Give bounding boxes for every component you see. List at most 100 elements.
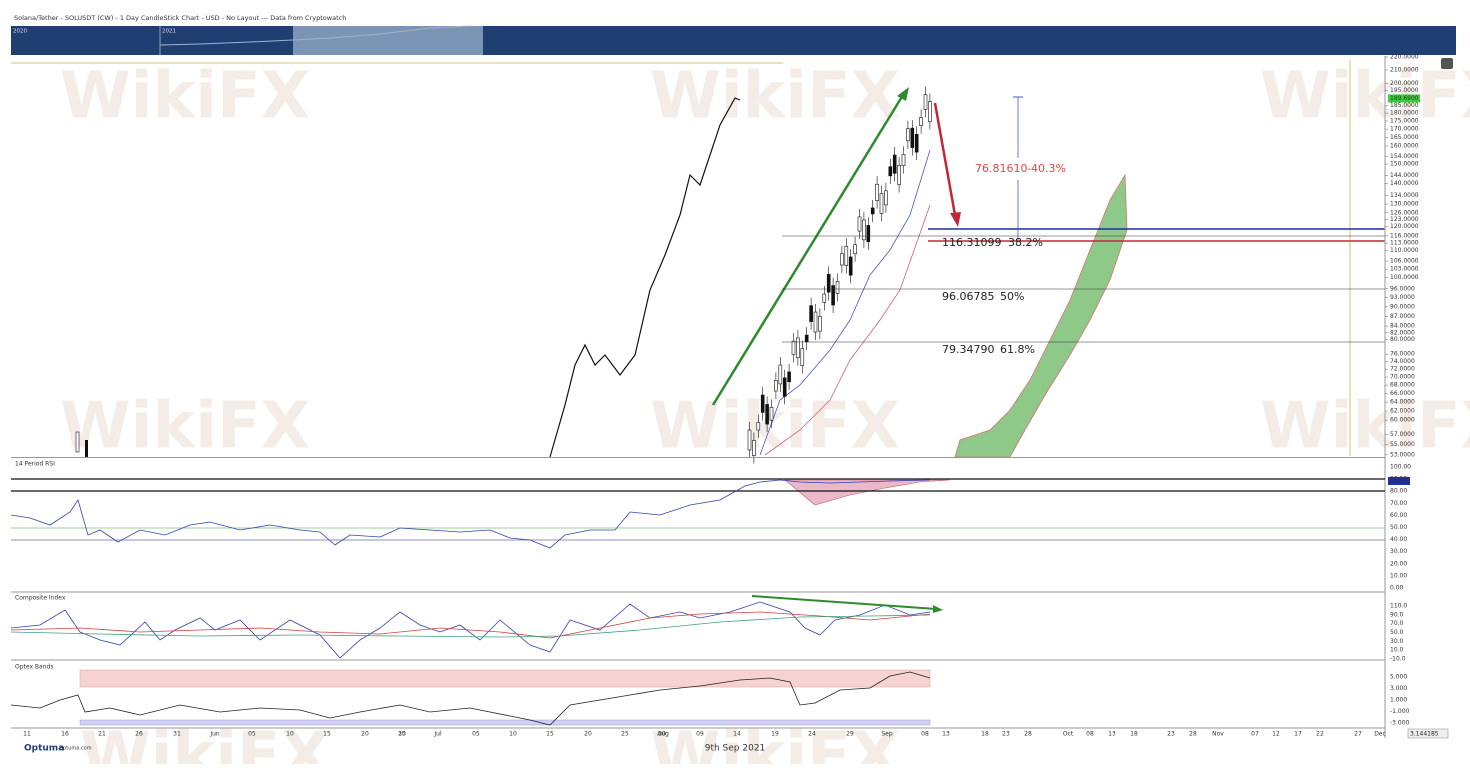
candle — [787, 371, 791, 383]
x-tick-label: Aug — [657, 731, 669, 738]
candle — [888, 166, 893, 177]
y-tick-label: 134.0000 — [1390, 192, 1419, 199]
optex-upper-band — [79, 669, 931, 688]
x-tick-label: 18 — [981, 731, 989, 738]
x-tick-label: Oct — [1063, 731, 1074, 738]
chart-header: Solana/Tether - SOLUSDT (CW) - 1 Day Can… — [14, 14, 346, 22]
watermark: WikiFX — [80, 720, 330, 764]
candle — [875, 183, 879, 201]
y-tick-label: 106.0000 — [1390, 258, 1419, 265]
candle — [897, 164, 901, 185]
y-tick-label: 80.00 — [1390, 488, 1407, 495]
candle — [923, 94, 928, 110]
x-tick-label: 25 — [398, 731, 406, 738]
logo: Optuma — [24, 744, 64, 754]
x-tick-label: 24 — [808, 731, 816, 738]
candle — [760, 394, 765, 413]
x-tick-label: Nov — [1212, 731, 1224, 738]
y-tick-label: 140.0000 — [1390, 180, 1419, 187]
x-tick-label: 15 — [323, 731, 331, 738]
x-tick-label: 13 — [1108, 731, 1116, 738]
fib-price: 96.06785 — [942, 290, 995, 303]
candle — [906, 128, 910, 142]
y-tick-label: 50.00 — [1390, 524, 1407, 531]
y-tick-label: 195.0000 — [1390, 87, 1419, 94]
x-tick-label: 10 — [509, 731, 517, 738]
y-tick-label: 50.0 — [1390, 629, 1404, 636]
arrow-head — [897, 87, 909, 101]
candle — [901, 154, 906, 166]
comparison-line — [549, 97, 741, 458]
candle — [848, 256, 853, 276]
site: optuma.com — [60, 746, 92, 752]
watermark: WikiFX — [60, 390, 310, 464]
y-tick-label: 110.0 — [1390, 603, 1407, 610]
composite-average — [10, 611, 931, 639]
y-tick-label: 68.0000 — [1390, 382, 1415, 389]
y-tick-label: 66.0000 — [1390, 390, 1415, 397]
candle — [75, 431, 80, 453]
optex-line — [10, 671, 931, 726]
current-rsi-box — [1388, 476, 1410, 485]
lock-icon[interactable] — [1441, 58, 1453, 69]
candle — [765, 404, 769, 425]
watermark: WikiFX — [1260, 60, 1470, 134]
y-tick-label: 100.0000 — [1390, 274, 1419, 281]
y-tick-label: 200.0000 — [1390, 80, 1419, 87]
candle — [822, 293, 827, 303]
overview-window[interactable] — [293, 26, 483, 55]
x-tick-label: Jun — [209, 731, 220, 738]
candle — [857, 216, 862, 232]
candle — [774, 380, 778, 392]
y-tick-label: 154.0000 — [1390, 153, 1419, 160]
watermarks: WikiFX WikiFX WikiFX WikiFX WikiFX WikiFX Wiki… — [60, 60, 1470, 768]
x-tick-label: 23 — [1167, 731, 1175, 738]
candle — [747, 429, 752, 451]
fib-ratio: 50% — [1000, 290, 1024, 303]
current-rsi: 88.46 — [1390, 477, 1407, 484]
y-tick-label: 60.00 — [1390, 512, 1407, 519]
y-tick-label: 10.0 — [1390, 647, 1404, 654]
candle — [85, 440, 88, 457]
y-tick-label: 150.0000 — [1390, 161, 1419, 168]
current-price: 189.6900 — [1390, 95, 1419, 102]
x-tick-label: 08 — [1086, 731, 1094, 738]
y-tick-label: 84.0000 — [1390, 323, 1415, 330]
fib-ratio: 38.2% — [1008, 236, 1043, 249]
kijun-line — [764, 204, 931, 456]
y-tick-label: 70.0 — [1390, 620, 1404, 627]
y-tick-label: 90.0 — [1390, 611, 1404, 618]
y-tick-label: 144.0000 — [1390, 172, 1419, 179]
fib-price: 79.34790 — [942, 343, 995, 356]
candle — [892, 154, 897, 174]
pane-title: Optex Bands — [15, 664, 53, 671]
y-tick-label: 110.0000 — [1390, 247, 1419, 254]
y-tick-label: -3.000 — [1390, 720, 1410, 727]
candle — [919, 117, 923, 127]
x-tick-label: 30 — [398, 731, 406, 738]
x-tick-label: 15 — [546, 731, 554, 738]
y-tick-label: 76.0000 — [1390, 351, 1415, 358]
y-tick-label: 126.0000 — [1390, 209, 1419, 216]
y-tick-label: 72.0000 — [1390, 366, 1415, 373]
y-tick-label: -1.000 — [1390, 708, 1410, 715]
x-tick-label: 29 — [846, 731, 854, 738]
y-tick-label: 5.000 — [1390, 674, 1407, 681]
candle — [752, 440, 756, 456]
candle — [778, 364, 783, 385]
measure-percent: -40.3% — [1027, 162, 1066, 175]
composite-average — [10, 614, 931, 638]
rsi-line — [10, 479, 931, 549]
y-tick-label: 130.0000 — [1390, 201, 1419, 208]
x-tick-label: 13 — [942, 731, 950, 738]
x-tick-label: 18 — [1130, 731, 1138, 738]
candle — [800, 348, 805, 366]
x-tick-label: 31 — [173, 731, 181, 738]
candle — [879, 193, 884, 214]
y-tick-label: 113.0000 — [1390, 240, 1419, 247]
x-tick-label: 17 — [1294, 731, 1302, 738]
x-tick-label: 28 — [1189, 731, 1197, 738]
y-tick-label: 57.0000 — [1390, 431, 1415, 438]
candle — [809, 305, 813, 322]
